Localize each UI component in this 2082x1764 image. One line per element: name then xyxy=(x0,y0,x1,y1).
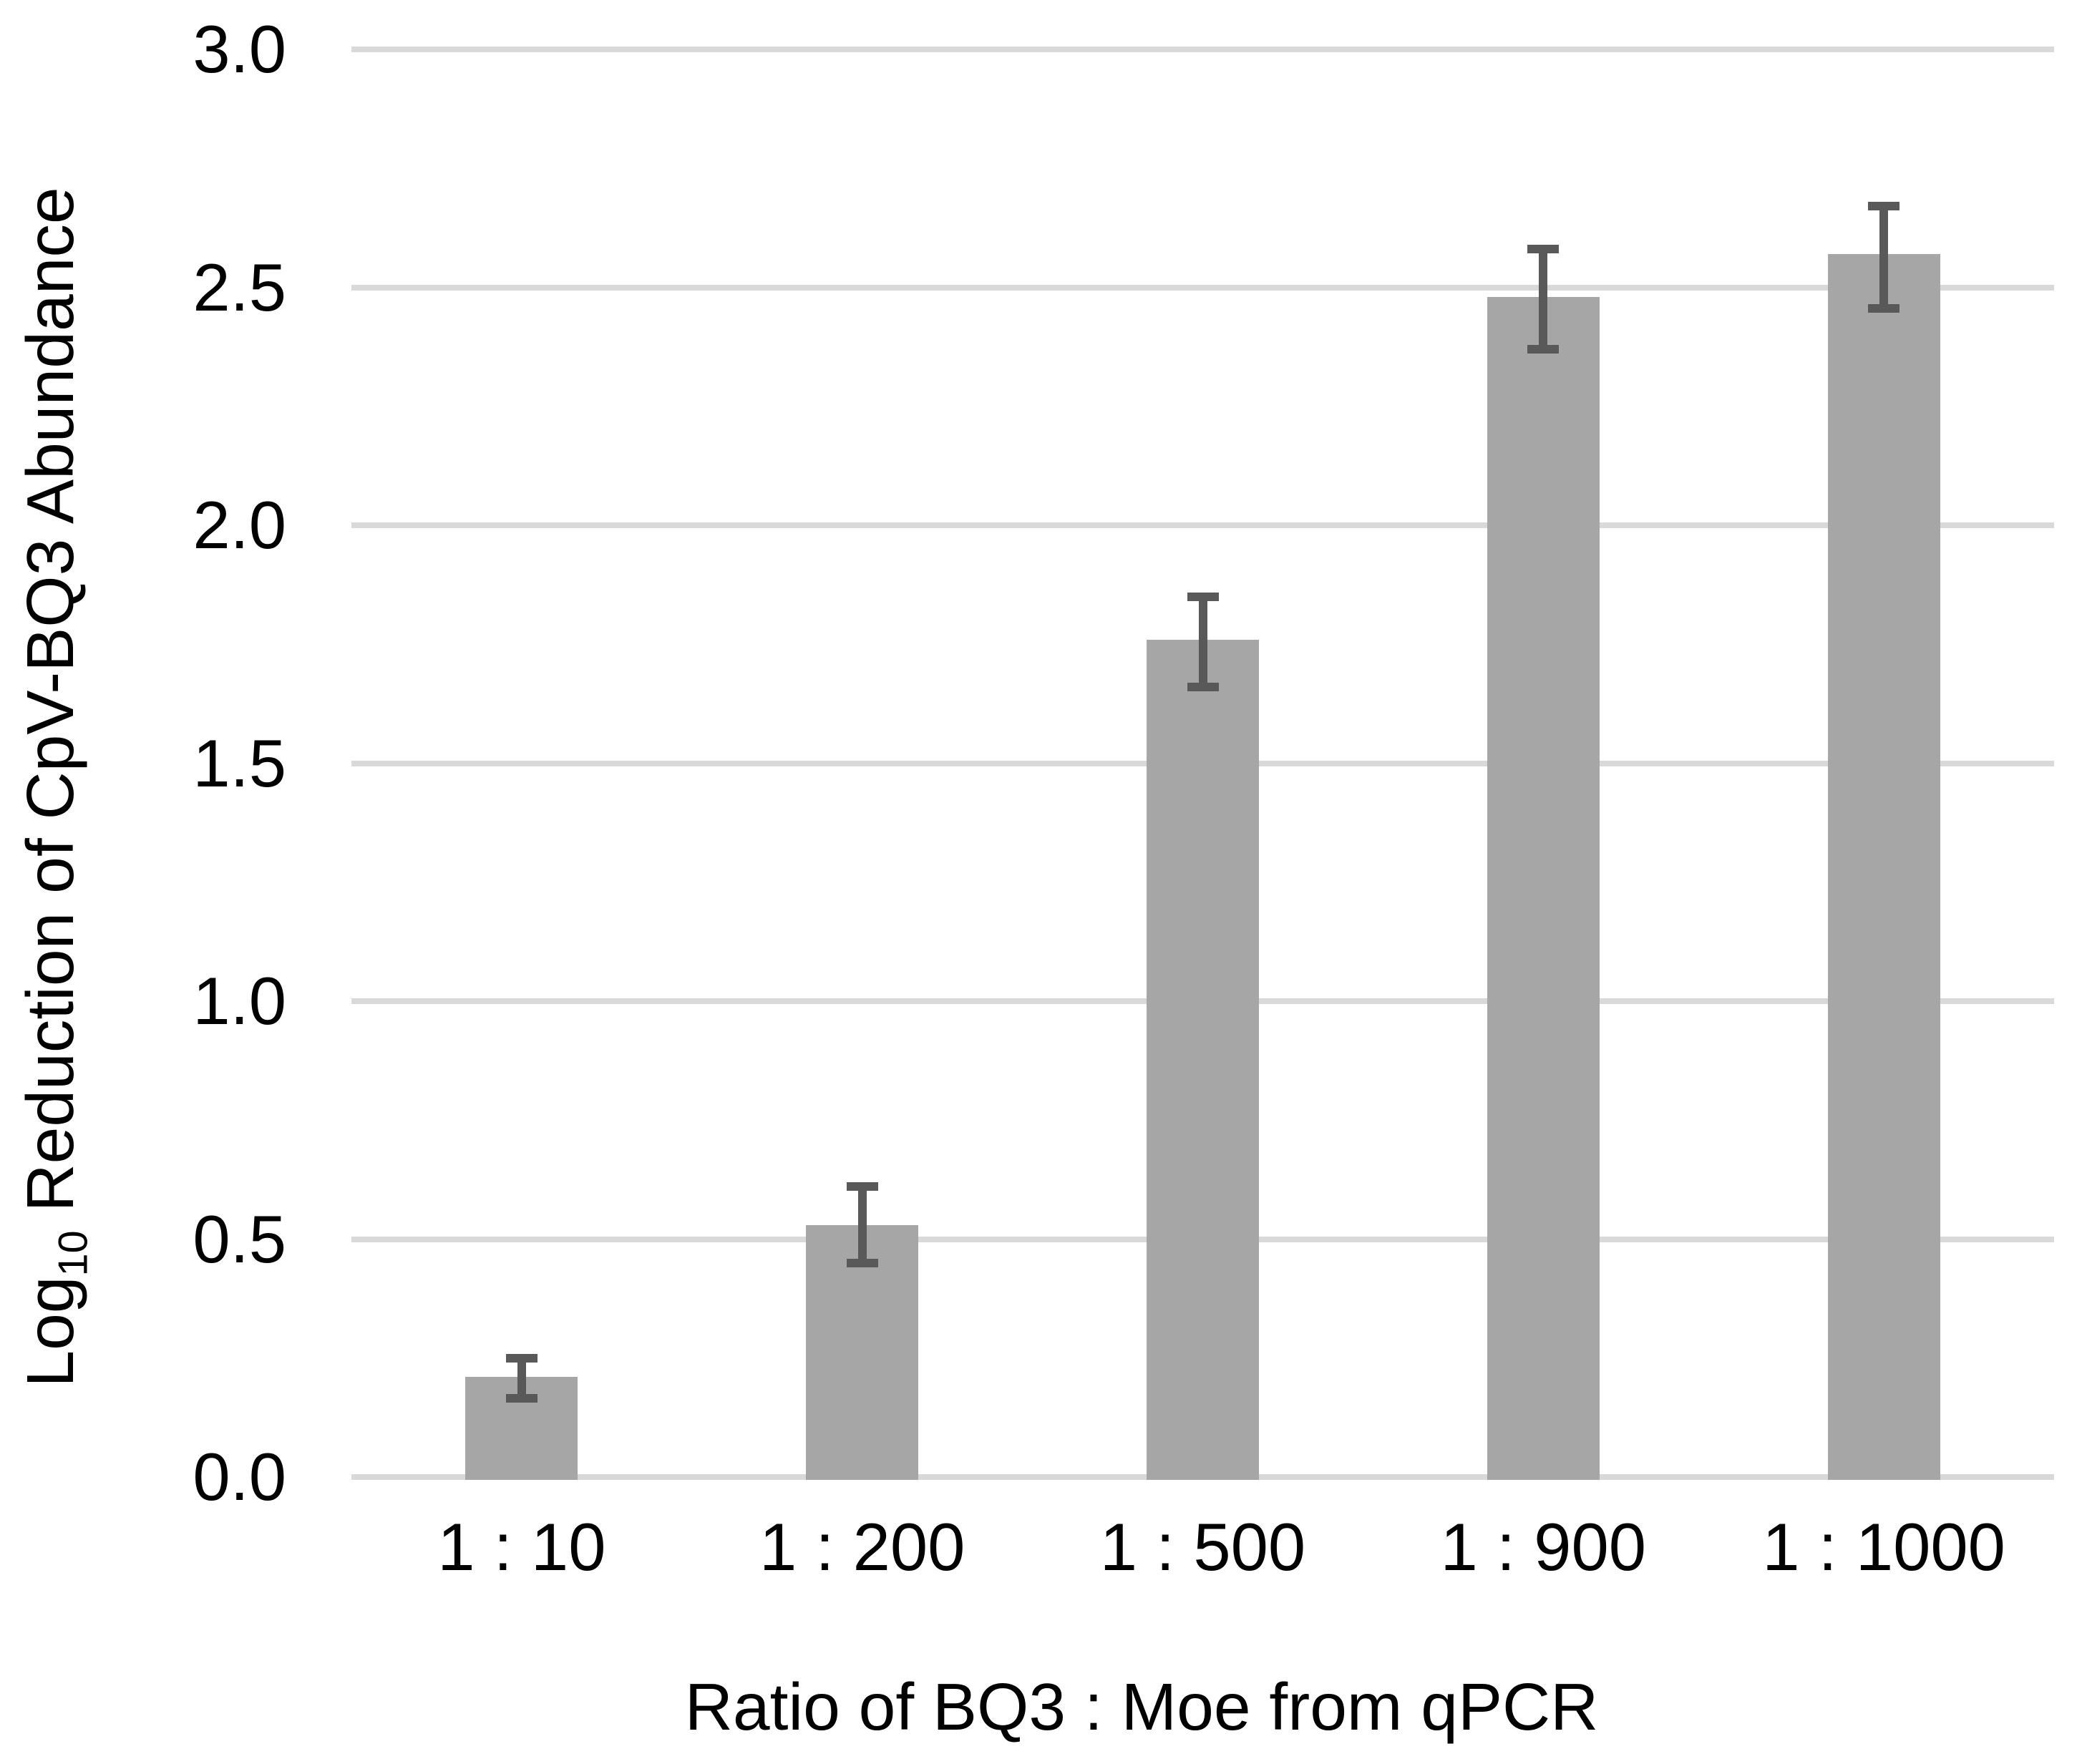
x-axis-title: Ratio of BQ3 : Moe from qPCR xyxy=(684,1670,1599,1744)
y-axis-title-subscript: 10 xyxy=(50,1230,97,1277)
bar-1-500 xyxy=(1147,639,1259,1480)
error-bar-cap-bottom xyxy=(505,1394,537,1403)
gridline xyxy=(351,284,2054,291)
y-tick-label: 2.0 xyxy=(193,487,286,562)
x-tick-label: 1 : 1000 xyxy=(1762,1509,2005,1584)
y-tick-label: 1.5 xyxy=(193,725,286,801)
error-bar-line xyxy=(1879,206,1889,309)
error-bar-line xyxy=(857,1186,867,1263)
error-bar-cap-top xyxy=(1527,245,1560,254)
y-tick-label: 1.0 xyxy=(193,963,286,1038)
y-tick-label: 3.0 xyxy=(193,11,286,87)
error-bar-cap-bottom xyxy=(846,1258,878,1267)
y-tick-label: 2.5 xyxy=(193,249,286,325)
y-axis-title-prefix: Log xyxy=(13,1276,87,1388)
error-bar-cap-bottom xyxy=(1868,304,1900,313)
y-tick-label: 0.0 xyxy=(193,1439,286,1514)
x-tick-label: 1 : 500 xyxy=(1099,1509,1306,1584)
y-tick-label: 0.5 xyxy=(193,1201,286,1277)
error-bar-cap-top xyxy=(846,1182,878,1192)
error-bar-line xyxy=(1198,596,1207,688)
bar-1-1000 xyxy=(1827,253,1940,1480)
error-bar-line xyxy=(517,1358,526,1399)
gridline xyxy=(351,47,2054,52)
error-bar-cap-top xyxy=(1187,592,1219,601)
error-bar-cap-top xyxy=(505,1353,537,1363)
y-axis-title-suffix: Reduction of CpV-BQ3 Abundance xyxy=(13,187,87,1231)
error-bar-cap-bottom xyxy=(1527,344,1560,354)
gridline xyxy=(351,522,2054,528)
bar-1-900 xyxy=(1487,296,1600,1480)
x-tick-label: 1 : 200 xyxy=(759,1509,965,1584)
x-tick-label: 1 : 10 xyxy=(437,1509,606,1584)
error-bar-cap-bottom xyxy=(1187,683,1219,692)
error-bar-line xyxy=(1539,249,1548,349)
error-bar-cap-top xyxy=(1868,202,1900,211)
y-axis-title: Log10 Reduction of CpV-BQ3 Abundance xyxy=(13,122,97,1453)
bar-1-200 xyxy=(806,1224,919,1480)
x-tick-label: 1 : 900 xyxy=(1440,1509,1647,1584)
